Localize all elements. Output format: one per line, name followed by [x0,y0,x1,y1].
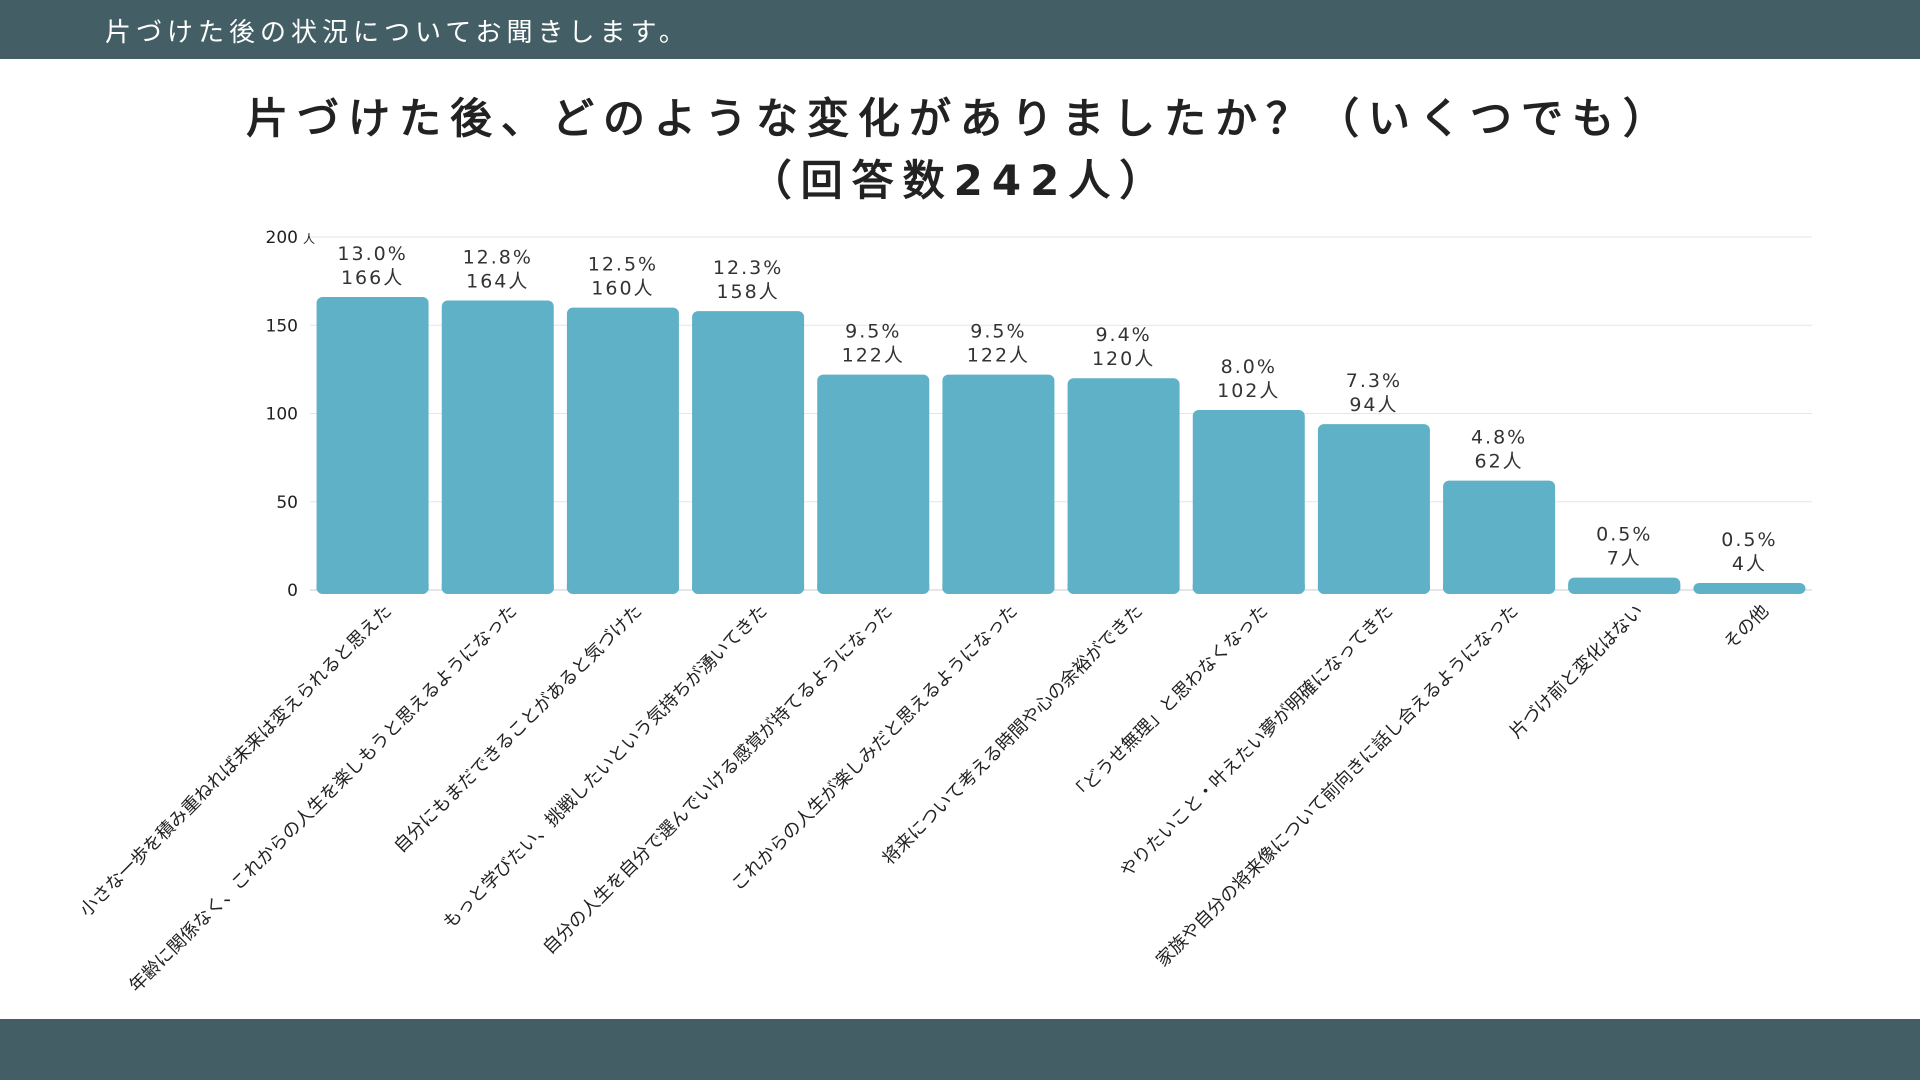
chart-title-block: 片づけた後、どのような変化がありましたか？（いくつでも） （回答数242人） [0,88,1920,212]
chart-title: 片づけた後、どのような変化がありましたか？（いくつでも） [245,94,1674,143]
bar [441,300,554,594]
bar [942,374,1055,594]
bar-percent-label: 13.0% [337,243,407,265]
bar-count-label: 166人 [341,267,404,289]
x-tick-label: その他 [1720,601,1773,654]
bar-count-label: 120人 [1092,348,1155,370]
bar-percent-label: 9.5% [845,321,901,343]
bar-base [1568,584,1681,590]
bar-base [817,584,930,590]
bar [1443,480,1556,594]
footer-band [0,1019,1920,1080]
bar [1192,409,1305,594]
x-tick-label: 片づけ前と変化はない [1506,601,1648,743]
bar-base [1067,584,1180,590]
bar [1317,424,1430,594]
bar [566,307,679,594]
bar-percent-label: 12.8% [463,247,533,269]
x-tick-label: 「どうせ無理」と思わなくなった [1067,601,1273,807]
bar-count-label: 122人 [842,345,905,367]
bar-count-label: 102人 [1217,380,1280,402]
x-tick-label: やりたいこと・叶えたい夢が明確になってきた [1116,601,1397,882]
bar-percent-label: 12.5% [588,254,658,276]
bar-base [1693,588,1806,590]
bar [1693,582,1806,594]
bar-base [942,584,1055,590]
x-tick-label: 自分にもまだできることがあると気づけた [390,601,646,857]
bar-count-label: 4人 [1732,553,1767,575]
bar [1067,378,1180,594]
bar [817,374,930,594]
y-tick-label: 100 [266,405,298,425]
bar-count-label: 94人 [1349,394,1398,416]
y-tick-label: 50 [276,493,298,513]
bar-base [1443,584,1556,590]
bar-base [692,584,805,590]
bar-percent-label: 8.0% [1221,356,1277,378]
bar-percent-label: 0.5% [1596,524,1652,546]
bar [692,311,805,594]
bar-count-label: 158人 [716,281,779,303]
bar [316,297,429,594]
bar-base [316,584,429,590]
bar-percent-label: 12.3% [713,257,783,279]
chart-respondent-count: （回答数242人） [749,156,1171,205]
y-tick-label: 0 [287,581,298,601]
bar-base [1317,584,1430,590]
y-tick-label: 200 [266,228,298,248]
bar-base [566,584,679,590]
bar-count-label: 62人 [1474,451,1523,473]
bar-count-label: 7人 [1607,548,1642,570]
x-tick-label: これからの人生が楽しみだと思えるようになった [727,601,1021,895]
bar-percent-label: 9.4% [1095,324,1151,346]
bar-percent-label: 9.5% [970,321,1026,343]
section-subtitle: 片づけた後の状況についてお聞きします。 [105,18,690,48]
bar-percent-label: 0.5% [1721,529,1777,551]
x-tick-label: 将来について考える時間や心の余裕ができた [878,601,1147,870]
bar-percent-label: 4.8% [1471,427,1527,449]
bar-base [441,584,554,590]
bar-percent-label: 7.3% [1346,370,1402,392]
bar-count-label: 164人 [466,271,529,293]
y-tick-label: 150 [266,316,298,336]
bar-count-label: 160人 [591,278,654,300]
header-band: 片づけた後の状況についてお聞きします。 [0,0,1920,59]
bar-base [1192,584,1305,590]
bar-count-label: 122人 [967,345,1030,367]
y-axis-unit: 人 [303,232,315,246]
